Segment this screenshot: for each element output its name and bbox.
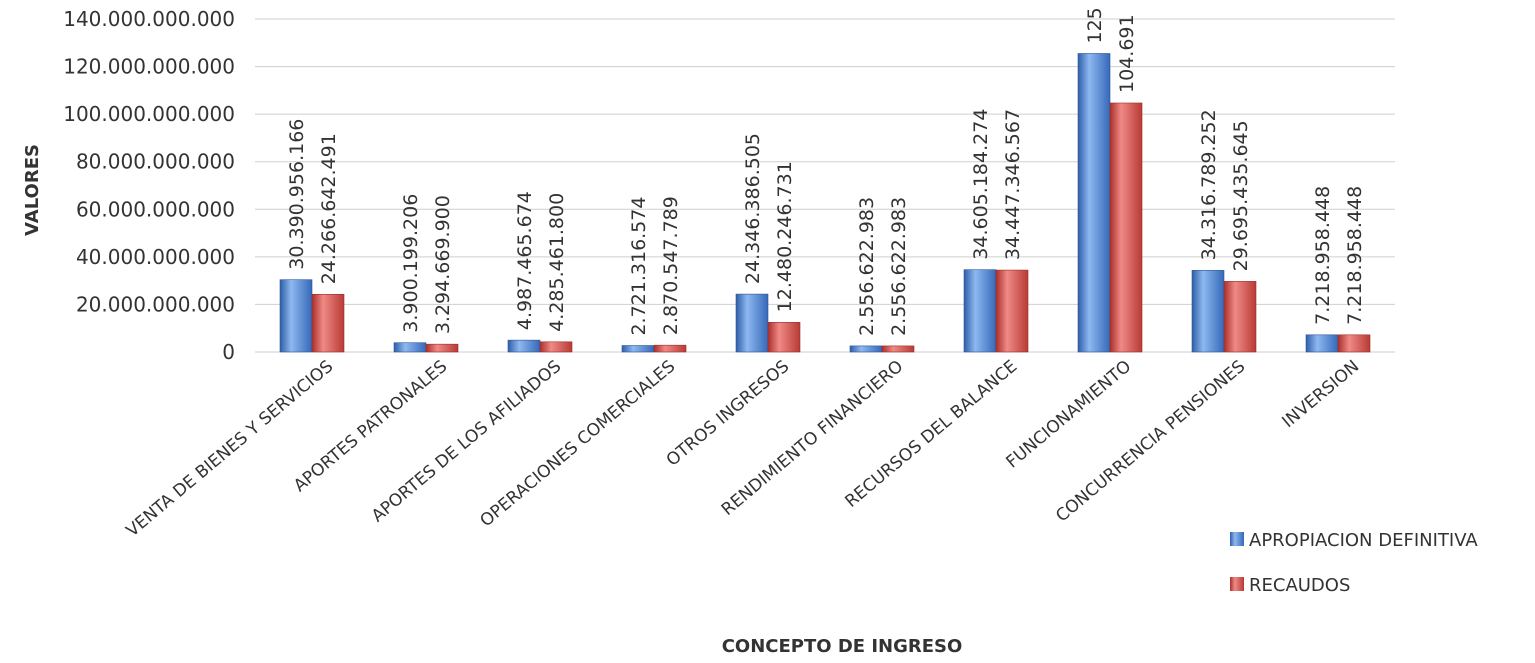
bar-apropiacion-4 bbox=[735, 293, 769, 353]
category-label-8: CONCURRENCIA PENSIONES bbox=[1052, 357, 1249, 527]
category-label-4: OTROS INGRESOS bbox=[663, 357, 794, 471]
legend-label-apropiacion: APROPIACION DEFINITIVA bbox=[1249, 530, 1478, 551]
y-tick-label: 100.000.000.000 bbox=[63, 102, 235, 126]
data-label-recaudos-0: 24.266.642.491 bbox=[318, 133, 340, 284]
data-label-recaudos-5: 2.556.622.983 bbox=[888, 197, 910, 336]
data-label-recaudos-9: 7.218.958.448 bbox=[1344, 186, 1366, 325]
bar-apropiacion-6 bbox=[963, 269, 997, 353]
category-label-0: VENTA DE BIENES Y SERVICIOS bbox=[123, 357, 338, 542]
legend-item-apropiacion: APROPIACION DEFINITIVA bbox=[1230, 530, 1478, 551]
y-tick-label: 20.000.000.000 bbox=[76, 292, 235, 316]
y-tick-label: 40.000.000.000 bbox=[76, 245, 235, 269]
bar-recaudos-1 bbox=[425, 343, 459, 353]
gridlines bbox=[255, 18, 1395, 353]
bar-apropiacion-2 bbox=[507, 339, 541, 353]
legend: APROPIACION DEFINITIVA RECAUDOS bbox=[1230, 530, 1478, 596]
y-tick-label: 0 bbox=[222, 340, 235, 364]
data-label-apropiacion-7: 125 bbox=[1084, 7, 1106, 43]
data-label-apropiacion-5: 2.556.622.983 bbox=[856, 197, 878, 336]
bar-apropiacion-0 bbox=[279, 279, 313, 353]
bar-recaudos-2 bbox=[539, 341, 573, 353]
bars bbox=[279, 53, 1371, 353]
legend-swatch-blue bbox=[1230, 532, 1244, 546]
bar-apropiacion-1 bbox=[393, 342, 427, 353]
y-axis-title: VALORES bbox=[22, 144, 43, 236]
data-label-apropiacion-4: 24.346.386.505 bbox=[742, 133, 764, 284]
bar-apropiacion-8 bbox=[1191, 270, 1225, 353]
bar-recaudos-5 bbox=[881, 345, 915, 353]
data-label-recaudos-6: 34.447.346.567 bbox=[1002, 109, 1024, 260]
data-label-recaudos-4: 12.480.246.731 bbox=[774, 161, 796, 312]
data-labels: 30.390.956.166 24.266.642.491 3.900.199.20… bbox=[286, 7, 1366, 336]
y-tick-label: 80.000.000.000 bbox=[76, 150, 235, 174]
data-label-recaudos-7: 104.691 bbox=[1116, 14, 1138, 93]
legend-label-recaudos: RECAUDOS bbox=[1249, 575, 1350, 596]
data-label-recaudos-8: 29.695.435.645 bbox=[1230, 120, 1252, 271]
legend-item-recaudos: RECAUDOS bbox=[1230, 575, 1350, 596]
category-label-5: RENDIMIENTO FINANCIERO bbox=[718, 357, 907, 520]
data-label-apropiacion-0: 30.390.956.166 bbox=[286, 119, 308, 270]
x-axis-title: CONCEPTO DE INGRESO bbox=[722, 636, 963, 657]
data-label-apropiacion-6: 34.605.184.274 bbox=[970, 109, 992, 260]
y-tick-label: 120.000.000.000 bbox=[63, 55, 235, 79]
data-label-recaudos-2: 4.285.461.800 bbox=[546, 193, 568, 332]
bar-recaudos-4 bbox=[767, 322, 801, 353]
category-label-2: APORTES DE LOS AFILIADOS bbox=[368, 357, 565, 527]
bar-recaudos-6 bbox=[995, 269, 1029, 353]
bar-recaudos-0 bbox=[311, 293, 345, 353]
category-label-3: OPERACIONES COMERCIALES bbox=[476, 357, 679, 532]
bar-apropiacion-9 bbox=[1305, 334, 1339, 353]
bar-recaudos-9 bbox=[1337, 334, 1371, 353]
bar-apropiacion-3 bbox=[621, 345, 655, 353]
y-tick-label: 60.000.000.000 bbox=[76, 197, 235, 221]
bar-apropiacion-7 bbox=[1077, 53, 1111, 353]
data-label-apropiacion-8: 34.316.789.252 bbox=[1198, 109, 1220, 260]
bar-apropiacion-5 bbox=[849, 345, 883, 353]
data-label-apropiacion-3: 2.721.316.574 bbox=[628, 197, 650, 336]
data-label-apropiacion-9: 7.218.958.448 bbox=[1312, 186, 1334, 325]
data-label-recaudos-1: 3.294.669.900 bbox=[432, 195, 454, 334]
category-label-7: FUNCIONAMIENTO bbox=[1003, 357, 1136, 473]
data-label-recaudos-3: 2.870.547.789 bbox=[660, 196, 682, 335]
data-label-apropiacion-2: 4.987.465.674 bbox=[514, 191, 536, 330]
y-tick-label: 140.000.000.000 bbox=[63, 7, 235, 31]
y-axis-ticks: 0 20.000.000.000 40.000.000.000 60.000.000.… bbox=[63, 7, 235, 364]
bar-recaudos-7 bbox=[1109, 102, 1143, 353]
bar-recaudos-3 bbox=[653, 344, 687, 353]
bar-recaudos-8 bbox=[1223, 281, 1257, 353]
data-label-apropiacion-1: 3.900.199.206 bbox=[400, 194, 422, 333]
category-label-9: INVERSION bbox=[1278, 357, 1363, 433]
legend-swatch-red bbox=[1230, 577, 1244, 591]
